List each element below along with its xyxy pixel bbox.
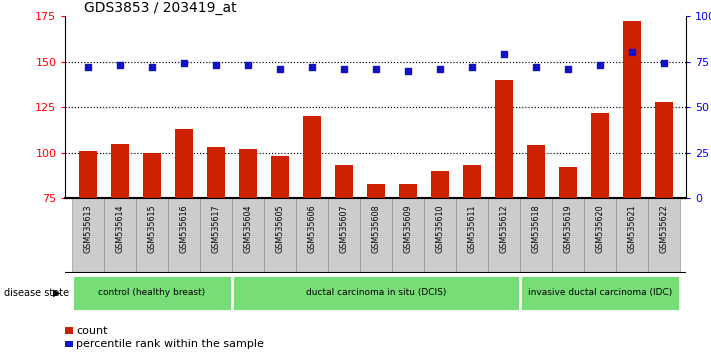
Bar — [655, 102, 673, 335]
Point — [82, 64, 94, 70]
Point — [562, 66, 574, 72]
Bar — [136, 198, 168, 273]
Bar — [239, 149, 257, 335]
Bar — [623, 21, 641, 335]
Text: GSM535610: GSM535610 — [435, 204, 444, 253]
Text: control (healthy breast): control (healthy breast) — [98, 289, 205, 297]
Text: GSM535604: GSM535604 — [243, 204, 252, 253]
Bar — [552, 198, 584, 273]
Bar — [424, 198, 456, 273]
Bar — [559, 167, 577, 335]
Point — [242, 62, 254, 68]
Text: count: count — [76, 326, 108, 336]
Point — [626, 50, 637, 55]
Text: GSM535613: GSM535613 — [83, 204, 92, 253]
Text: GSM535607: GSM535607 — [339, 204, 348, 253]
Point — [274, 66, 286, 72]
Text: percentile rank within the sample: percentile rank within the sample — [76, 339, 264, 349]
Text: invasive ductal carcinoma (IDC): invasive ductal carcinoma (IDC) — [528, 289, 672, 297]
Bar — [200, 198, 232, 273]
Bar — [399, 184, 417, 335]
Bar — [65, 327, 73, 334]
Point — [146, 64, 158, 70]
Point — [402, 68, 414, 74]
Bar — [271, 156, 289, 335]
Bar — [232, 275, 520, 311]
Point — [338, 66, 350, 72]
Text: disease state: disease state — [4, 288, 69, 298]
Text: ▶: ▶ — [53, 288, 60, 298]
Bar — [616, 198, 648, 273]
Text: GSM535622: GSM535622 — [659, 204, 668, 253]
Bar — [520, 198, 552, 273]
Bar — [591, 113, 609, 335]
Bar — [264, 198, 296, 273]
Point — [114, 62, 126, 68]
Text: GSM535611: GSM535611 — [467, 204, 476, 253]
Bar — [584, 198, 616, 273]
Bar — [367, 184, 385, 335]
Text: GDS3853 / 203419_at: GDS3853 / 203419_at — [84, 1, 237, 15]
Text: GSM535606: GSM535606 — [307, 204, 316, 253]
Bar — [104, 198, 136, 273]
Bar — [488, 198, 520, 273]
Bar — [65, 341, 73, 348]
Point — [466, 64, 478, 70]
Bar — [303, 116, 321, 335]
Text: GSM535605: GSM535605 — [275, 204, 284, 253]
Text: GSM535619: GSM535619 — [563, 204, 572, 253]
Text: GSM535608: GSM535608 — [371, 204, 380, 253]
Bar — [79, 151, 97, 335]
Point — [370, 66, 381, 72]
Bar — [72, 275, 232, 311]
Bar — [232, 198, 264, 273]
Text: GSM535612: GSM535612 — [499, 204, 508, 253]
Bar — [175, 129, 193, 335]
Text: GSM535614: GSM535614 — [115, 204, 124, 253]
Bar — [648, 198, 680, 273]
Point — [306, 64, 317, 70]
Bar — [168, 198, 200, 273]
Bar — [527, 145, 545, 335]
Bar — [520, 275, 680, 311]
Point — [178, 61, 189, 66]
Bar — [463, 165, 481, 335]
Point — [498, 51, 509, 57]
Bar — [335, 165, 353, 335]
Point — [210, 62, 222, 68]
Text: GSM535620: GSM535620 — [595, 204, 604, 253]
Bar — [111, 144, 129, 335]
Bar — [392, 198, 424, 273]
Text: GSM535617: GSM535617 — [211, 204, 220, 253]
Bar — [296, 198, 328, 273]
Text: GSM535615: GSM535615 — [147, 204, 156, 253]
Point — [594, 62, 606, 68]
Bar — [328, 198, 360, 273]
Text: GSM535616: GSM535616 — [179, 204, 188, 253]
Text: ductal carcinoma in situ (DCIS): ductal carcinoma in situ (DCIS) — [306, 289, 446, 297]
Bar — [431, 171, 449, 335]
Text: GSM535609: GSM535609 — [403, 204, 412, 253]
Point — [434, 66, 445, 72]
Bar — [207, 147, 225, 335]
Point — [658, 61, 670, 66]
Bar — [143, 153, 161, 335]
Point — [530, 64, 542, 70]
Bar — [72, 198, 104, 273]
Text: GSM535618: GSM535618 — [531, 204, 540, 253]
Bar — [456, 198, 488, 273]
Text: GSM535621: GSM535621 — [627, 204, 636, 253]
Bar — [495, 80, 513, 335]
Bar — [360, 198, 392, 273]
